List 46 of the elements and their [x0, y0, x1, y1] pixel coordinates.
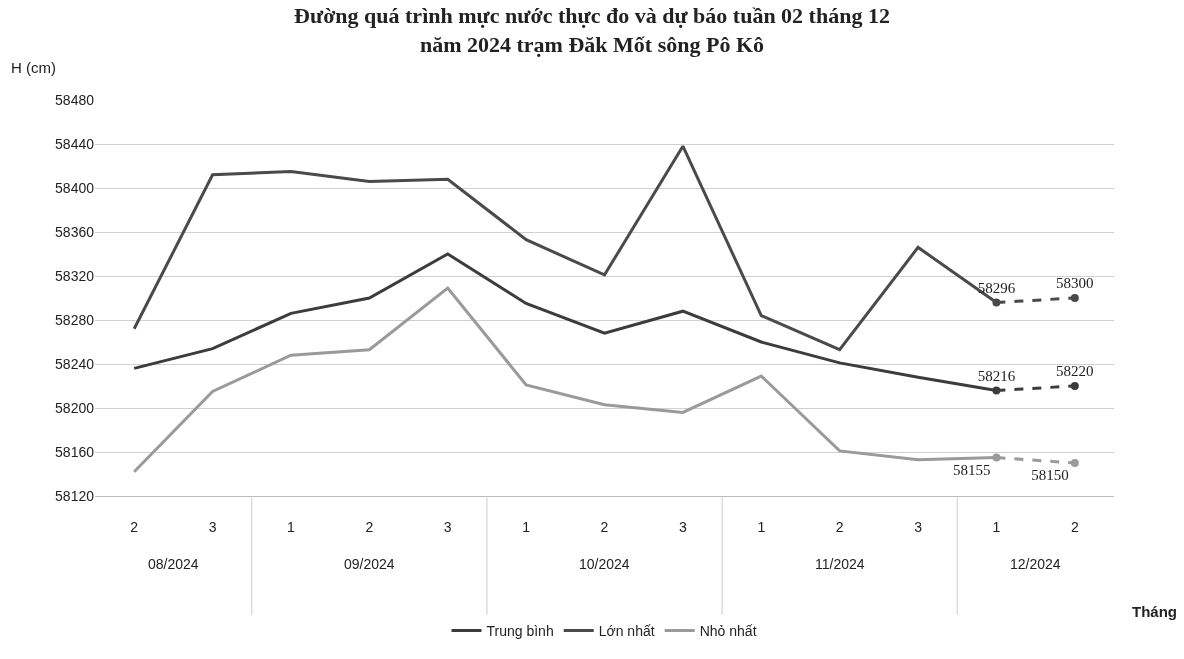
text: 10/2024: [579, 556, 630, 572]
x-tick-label: 2: [130, 518, 139, 535]
data-label: 58296: [977, 279, 1016, 296]
data-label: 58155: [952, 461, 991, 478]
data-label: 58300: [1056, 275, 1094, 292]
x-tick-label: 1: [992, 518, 1001, 535]
y-tick-label: 58360: [55, 223, 95, 240]
y-tick-label: 58320: [55, 267, 95, 284]
point: [1070, 459, 1079, 467]
y-tick-label: 58200: [55, 399, 95, 416]
text: 08/2024: [148, 556, 199, 572]
x-tick-label: 3: [208, 518, 217, 535]
data-label: 58216: [977, 367, 1016, 384]
x-tick-label: 2: [365, 518, 374, 535]
point: [1070, 382, 1079, 390]
x-tick-label: 3: [443, 518, 452, 535]
x-tick-label: 2: [1070, 518, 1079, 535]
point: [992, 298, 1001, 307]
legend-label: Trung bình: [486, 622, 554, 639]
text: 12/2024: [1010, 556, 1061, 572]
text: 09/2024: [344, 556, 395, 572]
y-tick-label: 58400: [55, 179, 95, 196]
x-tick-label: 2: [600, 518, 609, 535]
y-tick-label: 58480: [55, 91, 95, 108]
y-tick-label: 58160: [55, 443, 95, 460]
chart-title: Đường quá trình mực nước thực đo và dự báo tuần 02 tháng 12 năm 2024 trạm Đăk Mốt sông Pô Kô: [294, 3, 890, 57]
x-tick-label: 1: [287, 518, 296, 535]
legend-label: Lớn nhất: [598, 622, 655, 639]
data-label: 58220: [1056, 363, 1094, 380]
x-tick-label: 2: [835, 518, 844, 535]
y-tick-label: 58240: [55, 355, 95, 372]
data-label: 58150: [1031, 467, 1069, 484]
x-tick-label: 3: [678, 518, 687, 535]
y-tick-label: 58120: [55, 487, 95, 504]
point: [992, 453, 1001, 462]
x-tick-label: 3: [914, 518, 923, 535]
y-tick-label: 58280: [55, 311, 95, 328]
legend-label: Nhỏ nhất: [699, 622, 757, 639]
y-axis-title: H (cm): [11, 59, 56, 76]
point: [992, 386, 1001, 395]
text: 11/2024: [815, 556, 865, 572]
x-tick-label: 1: [757, 518, 766, 535]
x-tick-label: 1: [522, 518, 531, 535]
x-axis-title: Tháng: [1132, 603, 1177, 620]
y-tick-label: 58440: [55, 135, 95, 152]
point: [1070, 294, 1079, 302]
